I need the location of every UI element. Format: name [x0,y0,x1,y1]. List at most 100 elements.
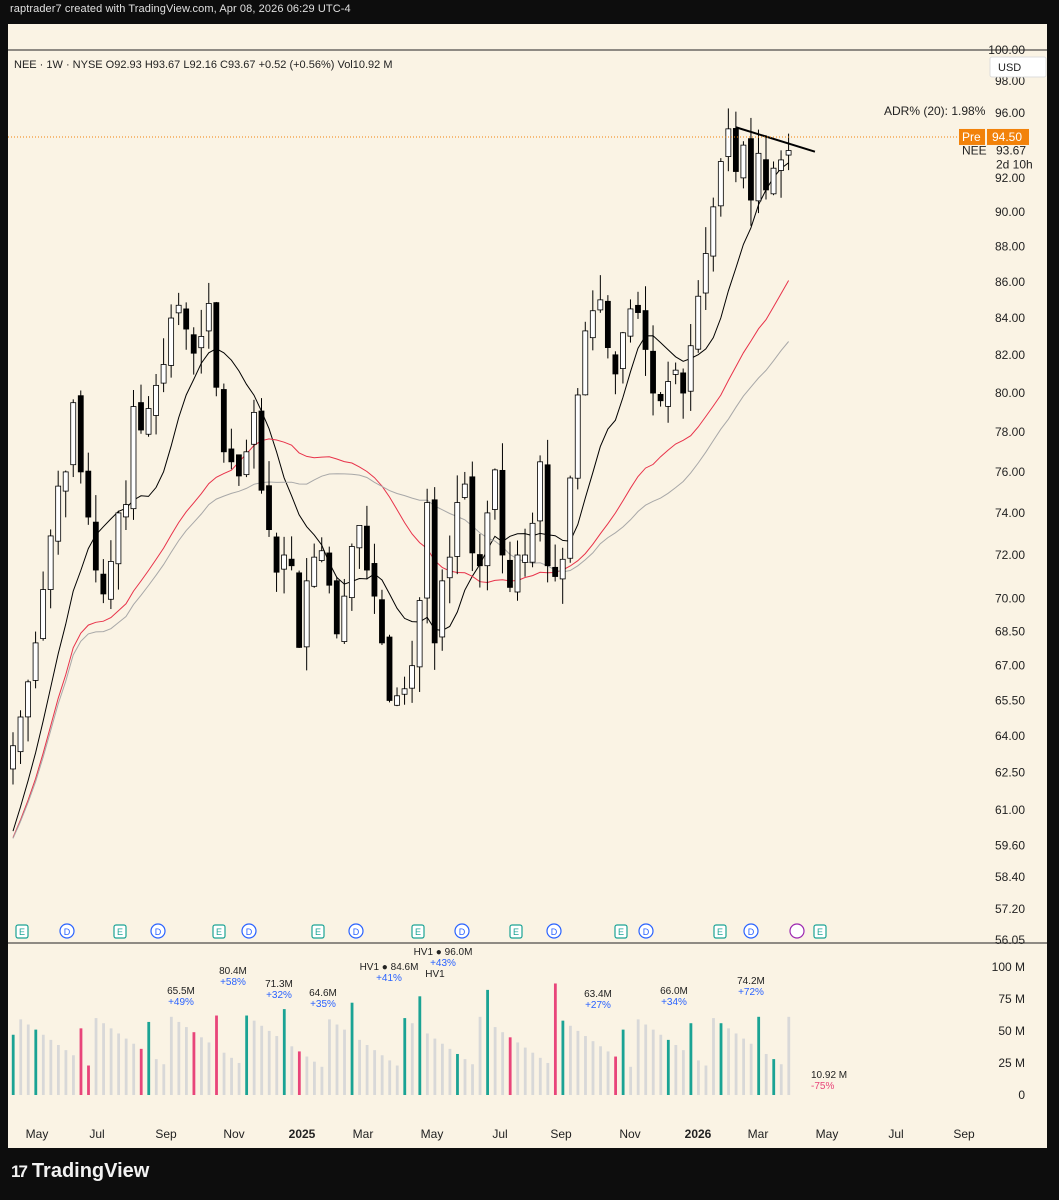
candle-body [153,384,159,416]
volume-bar [553,983,557,1095]
dividend-marker-icon [546,923,562,939]
sma-30-line [12,280,790,838]
volume-bar [508,1037,512,1095]
volume-bar [154,1059,158,1095]
candle-body [115,512,122,565]
volume-annotation-change: +32% [266,990,292,1001]
volume-bar [215,1015,218,1095]
tradingview-logo: 17 TradingView [11,1160,149,1183]
earnings-marker-label: E [19,927,25,937]
candle-body [763,159,769,191]
volume-bar [267,1030,271,1095]
dividend-marker-label: D [551,927,558,937]
symbol-legend: NEE · 1W · NYSE O92.93 H93.67 L92.16 C93… [14,59,393,71]
volume-bar [418,996,422,1095]
candle-body [635,304,641,313]
candle-body [32,642,39,681]
volume-bar [41,1034,45,1095]
candle-body [627,308,634,337]
candle-body [92,521,99,571]
candle-body [311,556,318,587]
volume-bar [757,1016,761,1095]
time-tick-label: Nov [223,1127,244,1141]
candle-body [318,550,325,561]
price-tick-label: 74.00 [995,506,1025,520]
candle-body [778,159,784,171]
volume-bar [787,1016,791,1095]
volume-bar [689,1023,693,1095]
candle-body [228,448,235,463]
time-tick-label: May [816,1127,839,1141]
volume-bar [523,1047,527,1095]
price-tick-label: 62.50 [995,766,1025,780]
dividend-marker-icon [348,923,364,939]
dividend-marker-label: D [748,927,755,937]
candle-body [386,636,393,701]
volume-bar [290,1046,294,1095]
candle-body [717,161,724,207]
volume-bar [94,1018,98,1095]
candle-body [424,502,431,599]
volume-annotation-value: HV1 ● 96.0M [414,947,473,958]
premarket-value: 94.50 [992,130,1022,144]
volume-bar [72,1055,75,1095]
candle-body [597,299,604,311]
time-tick-label: Nov [619,1127,640,1141]
volume-bar [629,1066,633,1095]
time-tick-label: Mar [748,1127,769,1141]
volume-annotation-change: +72% [738,987,764,998]
candle-body [145,408,152,435]
volume-bar [501,1032,505,1095]
candle-body [47,535,54,590]
candle-body [62,471,69,492]
volume-bar [328,1019,331,1095]
time-tick-label: Jul [89,1127,104,1141]
candle-body [17,716,24,753]
candle-body [160,364,167,384]
volume-bar [49,1039,53,1095]
time-tick-label: Sep [155,1127,177,1141]
currency-label: USD [998,62,1021,74]
volume-bar [305,1056,309,1095]
volume-bar [727,1028,730,1095]
volume-bar [410,1023,414,1095]
volume-bar [779,1064,783,1095]
candle-body [725,128,732,157]
candle-body [10,745,16,770]
dividend-marker-icon [638,923,654,939]
candle-body [604,300,611,349]
candle-body [288,558,295,567]
volume-bar [674,1045,678,1095]
candle-body [537,461,543,522]
sma-40-line [12,341,789,839]
candle-body [409,665,415,689]
volume-bar [147,1021,151,1095]
volume-bar [245,1015,249,1095]
candle-body [589,310,596,339]
candle-body [394,695,400,706]
volume-bar [471,1064,474,1095]
earnings-marker-label: E [817,927,823,937]
volume-bar [102,1023,105,1095]
volume-bar [486,989,489,1095]
time-tick-label: Jul [888,1127,903,1141]
candle-body [371,563,378,597]
candle-body [220,389,227,453]
volume-bar [621,1029,625,1095]
volume-bar [230,1057,233,1095]
tradingview-brand: TradingView [31,1160,150,1182]
volume-bar [719,1023,723,1095]
earnings-marker-label: E [117,927,123,937]
volume-bar [697,1060,700,1095]
candle-body [258,410,265,491]
candle-body [364,525,370,571]
dividend-marker-label: D [246,927,253,937]
volume-bar [448,1048,452,1095]
volume-last-value: 10.92 M [811,1070,847,1081]
volume-bar [162,1064,166,1095]
volume-bar [252,1020,256,1095]
trendline [735,126,816,153]
candle-body [439,580,446,638]
dividend-marker-label: D [459,927,466,937]
